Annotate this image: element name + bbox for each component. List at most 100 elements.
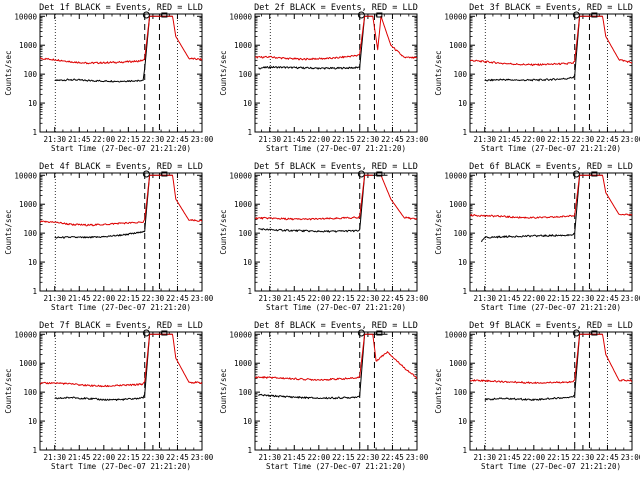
peak-marker-square [591,171,598,177]
x-axis-label: Start Time (27-Dec-07 21:21:20) [51,144,191,153]
detector-panel-7: Det 7f BLACK = Events, RED = LLD 1 10 100 10… [4,321,214,471]
axes-frame [39,331,203,451]
x-tick-label: 22:15 [117,135,140,144]
x-tick-label: 22:45 [381,135,404,144]
x-tick-label: 22:45 [166,135,189,144]
x-tick-label: 22:00 [93,453,116,462]
x-tick-label: 22:15 [332,294,355,303]
events-series-line [484,333,603,401]
y-tick-label: 10000 [444,12,467,21]
y-tick-label: 1000 [234,200,253,209]
x-tick-label: 22:00 [523,294,546,303]
x-tick-label: 23:00 [621,294,640,303]
peak-marker-circle [572,11,580,19]
y-tick-label: 1 [247,128,252,137]
x-tick-label: 22:00 [93,294,116,303]
y-tick-label: 10 [243,99,253,108]
y-tick-label: 10000 [14,171,37,180]
y-tick-label: 100 [23,388,37,397]
x-tick-label: 22:15 [547,294,570,303]
x-axis-label: Start Time (27-Dec-07 21:21:20) [481,144,621,153]
panel-title: Det 2f BLACK = Events, RED = LLD [254,3,418,13]
peak-marker-circle [572,329,580,337]
x-tick-label: 23:00 [191,453,214,462]
events-series-line [54,333,173,401]
x-tick-label: 21:30 [473,453,496,462]
events-series-line [258,333,388,400]
peak-marker-circle [142,329,150,337]
x-tick-label: 21:45 [283,453,306,462]
peak-marker-circle [142,11,150,19]
x-axis-label: Start Time (27-Dec-07 21:21:20) [266,462,406,471]
peak-marker-square [376,330,383,336]
x-axis-label: Start Time (27-Dec-07 21:21:20) [51,462,191,471]
events-series-line [54,174,173,239]
x-tick-label: 22:15 [332,453,355,462]
lld-series-line [380,175,417,220]
x-tick-label: 23:00 [406,135,429,144]
peak-marker-square [591,12,598,18]
x-tick-label: 21:30 [258,135,281,144]
y-tick-label: 1000 [19,41,38,50]
peak-marker-square [591,330,598,336]
x-tick-label: 22:00 [93,135,116,144]
detector-panel-3: Det 3f BLACK = Events, RED = LLD 1 10 100 10… [434,3,640,153]
x-tick-label: 22:00 [523,135,546,144]
x-tick-label: 21:30 [258,453,281,462]
x-tick-label: 21:45 [283,294,306,303]
x-tick-label: 21:30 [473,294,496,303]
y-tick-label: 1 [32,287,37,296]
y-tick-label: 10 [458,258,468,267]
peak-marker-square [376,12,383,18]
x-tick-label: 22:30 [572,453,595,462]
x-axis-label: Start Time (27-Dec-07 21:21:20) [481,462,621,471]
x-tick-label: 21:30 [473,135,496,144]
y-tick-label: 1000 [19,359,38,368]
y-axis-label: Counts/sec [219,209,228,254]
x-tick-label: 22:15 [117,453,140,462]
lld-series-line [40,15,202,65]
lld-series-line [255,15,417,61]
lld-series-line [255,174,373,221]
panel-title: Det 5f BLACK = Events, RED = LLD [254,162,418,172]
x-tick-label: 22:30 [142,453,165,462]
y-tick-label: 100 [453,70,467,79]
axes-frame [254,172,418,292]
x-axis-label: Start Time (27-Dec-07 21:21:20) [481,303,621,312]
y-tick-label: 10000 [229,330,252,339]
x-tick-label: 23:00 [191,294,214,303]
axes-frame [469,172,633,292]
y-axis-label: Counts/sec [434,50,443,95]
y-tick-label: 1000 [19,200,38,209]
x-tick-label: 22:00 [308,135,331,144]
panel-title: Det 1f BLACK = Events, RED = LLD [39,3,203,13]
x-tick-label: 22:30 [572,135,595,144]
x-tick-label: 22:45 [166,453,189,462]
peak-marker-circle [142,170,150,178]
y-tick-label: 10000 [14,12,37,21]
x-tick-label: 21:30 [258,294,281,303]
x-tick-label: 22:30 [357,453,380,462]
lld-series-line [40,333,202,388]
y-tick-label: 1 [462,287,467,296]
y-tick-label: 1 [247,287,252,296]
events-series-line [258,15,373,70]
axes-frame [39,13,203,133]
y-tick-label: 100 [453,229,467,238]
x-tick-label: 22:45 [166,294,189,303]
x-tick-label: 21:30 [43,135,66,144]
x-tick-label: 21:45 [68,135,91,144]
panel-title: Det 7f BLACK = Events, RED = LLD [39,321,203,331]
axes-frame [254,331,418,451]
y-tick-label: 1000 [234,359,253,368]
y-tick-label: 100 [238,388,252,397]
detector-panel-8: Det 8f BLACK = Events, RED = LLD 1 10 100 10… [219,321,429,471]
y-axis-label: Counts/sec [4,209,13,254]
panel-title: Det 8f BLACK = Events, RED = LLD [254,321,418,331]
x-axis-label: Start Time (27-Dec-07 21:21:20) [266,144,406,153]
y-axis-label: Counts/sec [4,368,13,413]
events-series-line [258,174,388,233]
x-tick-label: 22:15 [117,294,140,303]
x-tick-label: 21:45 [498,294,521,303]
